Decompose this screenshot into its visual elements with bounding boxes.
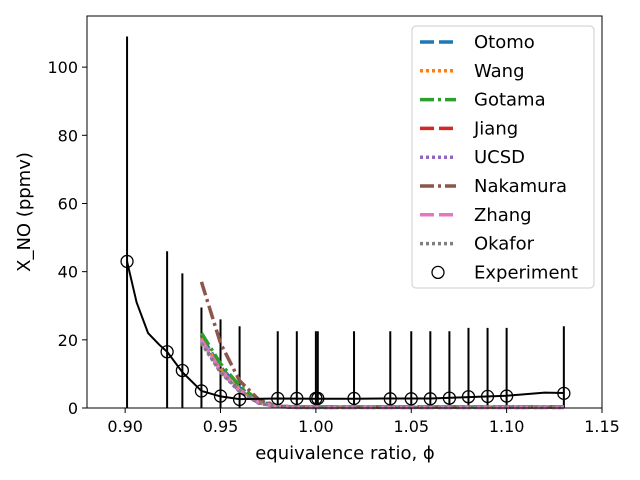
legend-label: Okafor [474, 234, 535, 255]
legend-label: Zhang [474, 205, 532, 226]
y-tick-label: 40 [58, 263, 78, 282]
series-line-okafor [199, 342, 564, 410]
x-axis-label: equivalence ratio, ϕ [255, 443, 435, 464]
x-tick-label: 1.00 [298, 417, 334, 436]
y-tick-label: 20 [58, 331, 78, 350]
experiment-point [423, 392, 437, 406]
experiment-point [480, 389, 495, 404]
y-tick-label: 0 [68, 399, 78, 418]
legend-label: UCSD [474, 147, 525, 168]
experiment-point [383, 392, 397, 406]
experiment-point [461, 390, 476, 404]
experiment-point [160, 345, 174, 359]
x-tick-label: 1.10 [489, 417, 525, 436]
x-tick-label: 1.15 [584, 417, 620, 436]
experiment-point [499, 389, 514, 403]
experiment-point [557, 386, 571, 400]
experiment-point [120, 254, 134, 269]
plot-border [86, 15, 603, 409]
y-axis-label: X_NO (ppmv) [14, 152, 35, 272]
legend-label: Experiment [474, 262, 578, 283]
experiment-point [290, 391, 304, 406]
experiment-point [232, 392, 247, 407]
experiment-points [120, 254, 571, 407]
x-tick-label: 0.95 [203, 417, 239, 436]
experiment-point [194, 384, 209, 398]
x-axis: 0.90 0.95 1.00 1.05 1.10 1.15 [107, 408, 620, 436]
experiment-point [271, 391, 285, 406]
legend-label: Gotama [474, 90, 546, 111]
y-tick-label: 60 [58, 194, 78, 213]
experiment-point [213, 389, 228, 403]
legend-box [411, 25, 595, 289]
legend: Otomo Wang Gotama Jiang UCSD Nakamura Zhang Oka… [411, 25, 595, 289]
experiment-point [442, 391, 457, 405]
legend-swatch-experiment [431, 265, 445, 280]
experiment-point [347, 391, 361, 406]
error-bars [126, 36, 565, 408]
y-axis: 0 20 40 60 80 100 [47, 58, 87, 418]
y-tick-label: 80 [58, 126, 78, 145]
experiment-point [404, 392, 418, 406]
experiment-point [175, 363, 190, 378]
legend-label: Otomo [474, 32, 535, 53]
x-tick-label: 0.90 [107, 417, 143, 436]
legend-label: Nakamura [474, 176, 567, 197]
model-lines [199, 281, 564, 410]
legend-label: Wang [474, 61, 525, 82]
x-tick-label: 1.05 [393, 417, 429, 436]
y-tick-label: 100 [47, 58, 78, 77]
experiment-point [311, 391, 325, 406]
legend-label: Jiang [473, 118, 518, 139]
